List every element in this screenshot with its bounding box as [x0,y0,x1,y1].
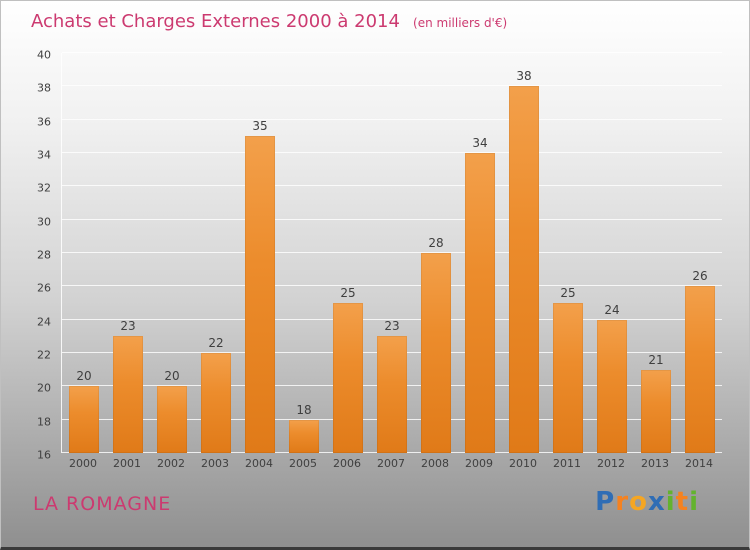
chart-header: Achats et Charges Externes 2000 à 2014 (… [31,11,507,32]
bar-value-label: 20 [76,369,92,384]
x-tick-label: 2009 [465,457,493,470]
bar-2002 [157,386,187,453]
bar-value-label: 25 [340,286,356,300]
bar-2005 [289,419,319,453]
bar-2009 [465,153,495,453]
x-tick-label: 2012 [597,457,625,470]
x-axis-labels: 2000 2001 2002 2003 2004 2005 2006 2007 2008 2009… [61,457,721,470]
bar-slot: 20 [62,53,106,453]
bar-value-label: 24 [604,302,620,317]
y-tick-label: 38 [37,81,51,95]
bar-value-label: 25 [560,286,576,300]
bar-2001 [113,336,143,453]
y-tick-label: 34 [37,148,51,162]
y-tick-label: 20 [37,381,51,395]
y-tick-label: 40 [37,48,51,62]
logo-letter: P [595,487,616,517]
bar-slot: 18 [282,53,326,453]
bar-slot: 23 [106,53,150,453]
bar-2008 [421,253,451,453]
x-tick-label: 2013 [641,457,669,470]
bar-2007 [377,336,407,453]
bar-value-label: 23 [384,319,400,334]
gridline [62,85,722,87]
bar-2013 [641,369,671,453]
bar-2006 [333,303,363,453]
bar-slot: 25 [326,53,370,453]
bar-slot: 34 [458,53,502,453]
gridline [62,252,722,253]
bar-slot: 38 [502,53,546,453]
bar-slot: 28 [414,53,458,453]
bar-series: 20 23 20 22 35 18 25 23 28 34 38 25 24 21 26 [62,53,722,453]
y-tick-label: 22 [37,348,51,362]
x-tick-label: 2005 [289,457,317,470]
x-tick-label: 2007 [377,457,405,470]
bar-2003 [201,353,231,453]
bar-value-label: 20 [164,369,180,384]
logo-letter: i [689,487,699,517]
bar-value-label: 18 [296,402,312,417]
y-tick-label: 28 [37,248,51,262]
y-tick-label: 26 [37,281,51,295]
bar-slot: 22 [194,53,238,453]
gridline [62,318,722,320]
bar-2004 [245,136,275,453]
x-tick-label: 2014 [685,457,713,470]
bar-slot: 26 [678,53,722,453]
company-name: LA ROMAGNE [33,493,172,515]
bar-2011 [553,303,583,453]
bar-2010 [509,86,539,453]
bar-slot: 25 [546,53,590,453]
bar-slot: 21 [634,53,678,453]
bar-value-label: 26 [692,269,708,284]
chart-subtitle: (en milliers d'€) [413,16,508,30]
logo-letter: i [665,487,676,517]
y-tick-label: 36 [37,115,51,129]
y-tick-label: 18 [37,415,51,429]
x-tick-label: 2011 [553,457,581,470]
gridline [62,218,722,220]
bar-value-label: 23 [120,319,136,334]
x-tick-label: 2008 [421,457,449,470]
bar-value-label: 35 [252,119,268,134]
bar-slot: 23 [370,53,414,453]
chart-title: Achats et Charges Externes 2000 à 2014 [31,11,400,32]
gridline [62,185,722,187]
plot-area: 20 23 20 22 35 18 25 23 28 34 38 25 24 21 26 [61,52,722,453]
y-tick-label: 32 [37,181,51,195]
x-tick-label: 2006 [333,457,361,470]
bar-2000 [69,386,99,453]
x-tick-label: 2004 [245,457,273,470]
bar-2014 [685,286,715,453]
x-tick-label: 2000 [69,457,97,470]
y-tick-label: 16 [37,448,51,462]
logo-letter: o [629,487,648,517]
logo-letter: t [675,487,690,517]
bar-value-label: 28 [428,236,444,250]
gridline [62,52,722,53]
x-tick-label: 2010 [509,457,537,470]
bar-value-label: 21 [648,352,664,367]
bar-slot: 24 [590,53,634,453]
bar-2012 [597,319,627,453]
y-tick-label: 30 [37,215,51,229]
bar-value-label: 34 [472,136,488,150]
bar-value-label: 22 [208,336,224,350]
bar-slot: 35 [238,53,282,453]
y-tick-label: 24 [37,315,51,329]
x-tick-label: 2003 [201,457,229,470]
gridline [62,118,722,120]
gridline [62,152,722,153]
bar-slot: 20 [150,53,194,453]
x-tick-label: 2002 [157,457,185,470]
proxiti-logo: Proxiti [595,487,699,517]
x-tick-label: 2001 [113,457,141,470]
gridline [62,285,722,287]
logo-letter: x [647,487,666,517]
logo-letter: r [615,487,630,517]
bar-value-label: 38 [516,69,532,84]
